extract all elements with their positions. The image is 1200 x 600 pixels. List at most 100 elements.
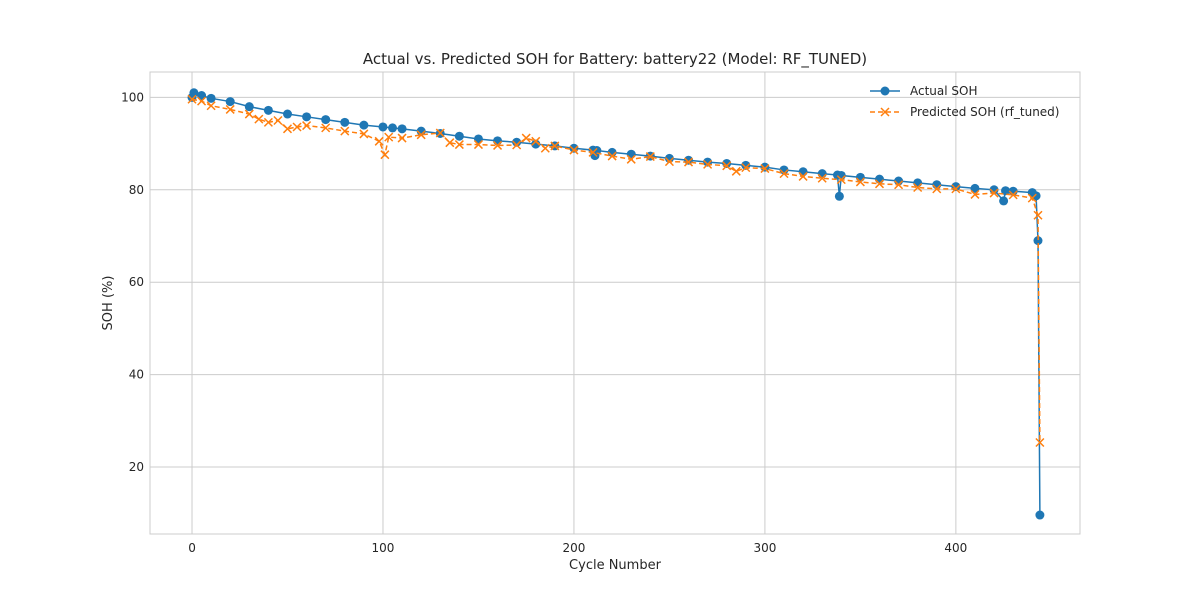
data-point — [454, 131, 464, 141]
data-point — [645, 152, 655, 162]
data-point — [302, 112, 312, 122]
data-point — [1001, 186, 1011, 196]
y-tick-label: 40 — [129, 368, 144, 382]
data-point — [531, 136, 541, 146]
data-point — [512, 137, 522, 147]
data-point — [380, 150, 390, 160]
data-point — [894, 180, 904, 190]
legend: Actual SOH Predicted SOH (rf_tuned) — [870, 84, 1059, 119]
data-point — [359, 120, 369, 130]
data-point — [445, 138, 455, 148]
data-point — [263, 105, 273, 115]
data-point — [989, 185, 999, 195]
data-point — [1031, 191, 1041, 201]
data-point — [206, 101, 216, 111]
data-point — [703, 159, 713, 169]
legend-predicted-marker — [880, 107, 890, 117]
data-point — [607, 151, 617, 161]
x-tick-label: 400 — [944, 541, 967, 555]
data-point — [855, 172, 865, 182]
legend-predicted-label: Predicted SOH (rf_tuned) — [910, 105, 1059, 119]
legend-actual-marker — [880, 86, 890, 96]
data-point — [302, 121, 312, 131]
data-point — [834, 191, 844, 201]
x-tick-label: 200 — [562, 541, 585, 555]
data-point — [206, 93, 216, 103]
data-point — [970, 183, 980, 193]
data-point — [836, 175, 846, 185]
data-point — [874, 179, 885, 189]
data-point — [683, 157, 694, 167]
plot-area — [150, 72, 1080, 534]
data-point — [874, 174, 884, 184]
y-tick-labels: 20 40 60 80 100 — [121, 90, 144, 474]
data-point — [817, 173, 827, 183]
data-point — [273, 115, 283, 126]
data-point — [540, 143, 550, 153]
plot-frame — [149, 71, 1081, 535]
data-point — [435, 128, 445, 138]
data-point — [384, 132, 394, 142]
data-point — [664, 157, 674, 167]
data-point — [989, 188, 999, 198]
data-point — [493, 136, 503, 146]
x-tick-labels: 0 100 200 300 400 — [188, 541, 967, 555]
data-point — [187, 94, 197, 104]
data-point — [225, 97, 235, 107]
x-tick-label: 100 — [372, 541, 395, 555]
data-point — [550, 141, 560, 151]
data-point — [340, 126, 350, 136]
data-point — [189, 88, 199, 98]
data-point — [626, 154, 636, 164]
series-line — [191, 98, 1041, 443]
data-point — [684, 155, 694, 165]
data-point — [970, 189, 980, 199]
data-point — [913, 178, 923, 188]
data-point — [999, 196, 1009, 206]
data-point — [1035, 437, 1045, 448]
x-tick-label: 300 — [753, 541, 776, 555]
data-point — [531, 139, 541, 149]
data-point — [731, 166, 741, 176]
data-point — [388, 123, 398, 133]
data-point — [798, 167, 808, 177]
data-point — [1033, 236, 1043, 246]
data-point — [397, 133, 407, 143]
data-point — [282, 124, 293, 134]
data-point — [913, 182, 923, 193]
data-point — [760, 164, 770, 174]
data-point — [932, 184, 942, 194]
legend-actual-label: Actual SOH — [910, 84, 978, 98]
data-point — [741, 163, 751, 173]
data-point — [1027, 193, 1037, 203]
data-point — [244, 109, 254, 119]
data-point — [321, 123, 331, 133]
x-tick-label: 0 — [188, 541, 196, 555]
data-point — [473, 140, 483, 150]
data-point — [292, 122, 302, 132]
y-tick-label: 80 — [129, 183, 144, 197]
series-layer — [187, 88, 1045, 520]
y-tick-label: 20 — [129, 460, 144, 474]
y-tick-label: 60 — [129, 275, 144, 289]
data-point — [569, 145, 579, 155]
data-point — [263, 117, 273, 127]
data-point — [722, 161, 732, 171]
data-point — [512, 140, 522, 150]
series-1 — [187, 94, 1045, 448]
data-point — [779, 169, 789, 179]
data-point — [416, 130, 426, 140]
data-point — [592, 146, 602, 156]
data-point — [359, 129, 369, 139]
data-point — [282, 109, 292, 119]
data-point — [626, 149, 636, 159]
data-point — [664, 153, 674, 163]
data-point — [197, 96, 207, 106]
chart-title: Actual vs. Predicted SOH for Battery: ba… — [363, 50, 867, 69]
data-point — [855, 177, 865, 187]
data-point — [244, 102, 254, 112]
data-point — [374, 136, 384, 146]
data-point — [225, 104, 235, 114]
data-point — [321, 115, 331, 125]
